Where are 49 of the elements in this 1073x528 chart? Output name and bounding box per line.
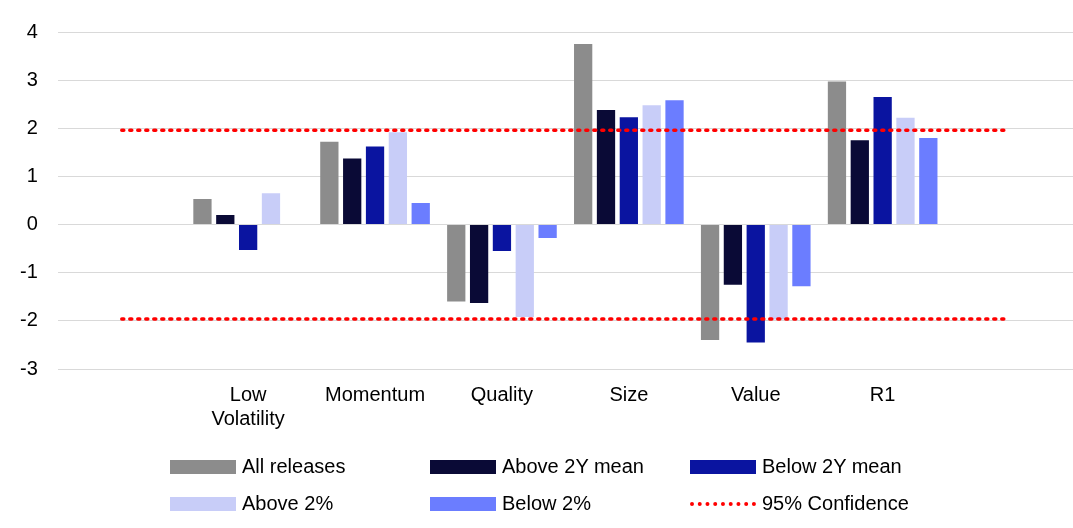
bar: [515, 225, 534, 318]
bar: [239, 225, 258, 251]
legend-label: Above 2Y mean: [502, 455, 644, 478]
bar: [850, 140, 869, 225]
bar: [827, 81, 847, 225]
bar: [447, 225, 466, 302]
bar: [619, 117, 638, 225]
x-tick-label: Value: [730, 382, 781, 405]
bar: [700, 225, 720, 341]
y-tick-label: -3: [19, 356, 38, 379]
y-tick-label: 2: [26, 115, 38, 138]
bar: [343, 158, 362, 225]
bar: [896, 117, 915, 225]
bar: [411, 202, 430, 225]
y-tick-label: 3: [26, 67, 38, 90]
x-tick-label: Low Volatility: [211, 382, 285, 429]
bar: [538, 225, 557, 239]
bar: [596, 109, 616, 225]
bar: [574, 44, 593, 225]
bar: [642, 105, 661, 225]
x-tick-label: R1: [869, 382, 896, 405]
bar: [873, 96, 892, 225]
bar: [919, 137, 938, 225]
bar: [388, 132, 408, 225]
bar: [261, 193, 281, 225]
legend-label: Below 2Y mean: [762, 455, 902, 478]
bar: [216, 214, 235, 225]
legend-label: All releases: [242, 455, 346, 478]
y-tick-label: 0: [26, 212, 38, 235]
bar: [365, 146, 385, 225]
bar: [492, 225, 512, 252]
y-tick-label: 4: [26, 19, 38, 42]
y-tick-label: 1: [26, 163, 38, 186]
y-tick-label: -1: [19, 260, 38, 283]
bar: [193, 199, 212, 225]
legend-label: Above 2%: [242, 492, 334, 515]
bar: [469, 225, 489, 304]
legend-label: 95% Confidence: [762, 492, 909, 515]
bar: [792, 225, 811, 287]
bar: [665, 100, 684, 225]
bar: [746, 225, 765, 343]
x-tick-label: Quality: [470, 382, 534, 405]
x-tick-label: Momentum: [325, 382, 426, 405]
bar: [723, 225, 743, 285]
bar: [320, 141, 339, 225]
x-tick-label: Size: [609, 382, 649, 405]
bar: [769, 225, 788, 320]
y-tick-label: -2: [19, 308, 38, 331]
legend-label: Below 2%: [502, 492, 591, 515]
